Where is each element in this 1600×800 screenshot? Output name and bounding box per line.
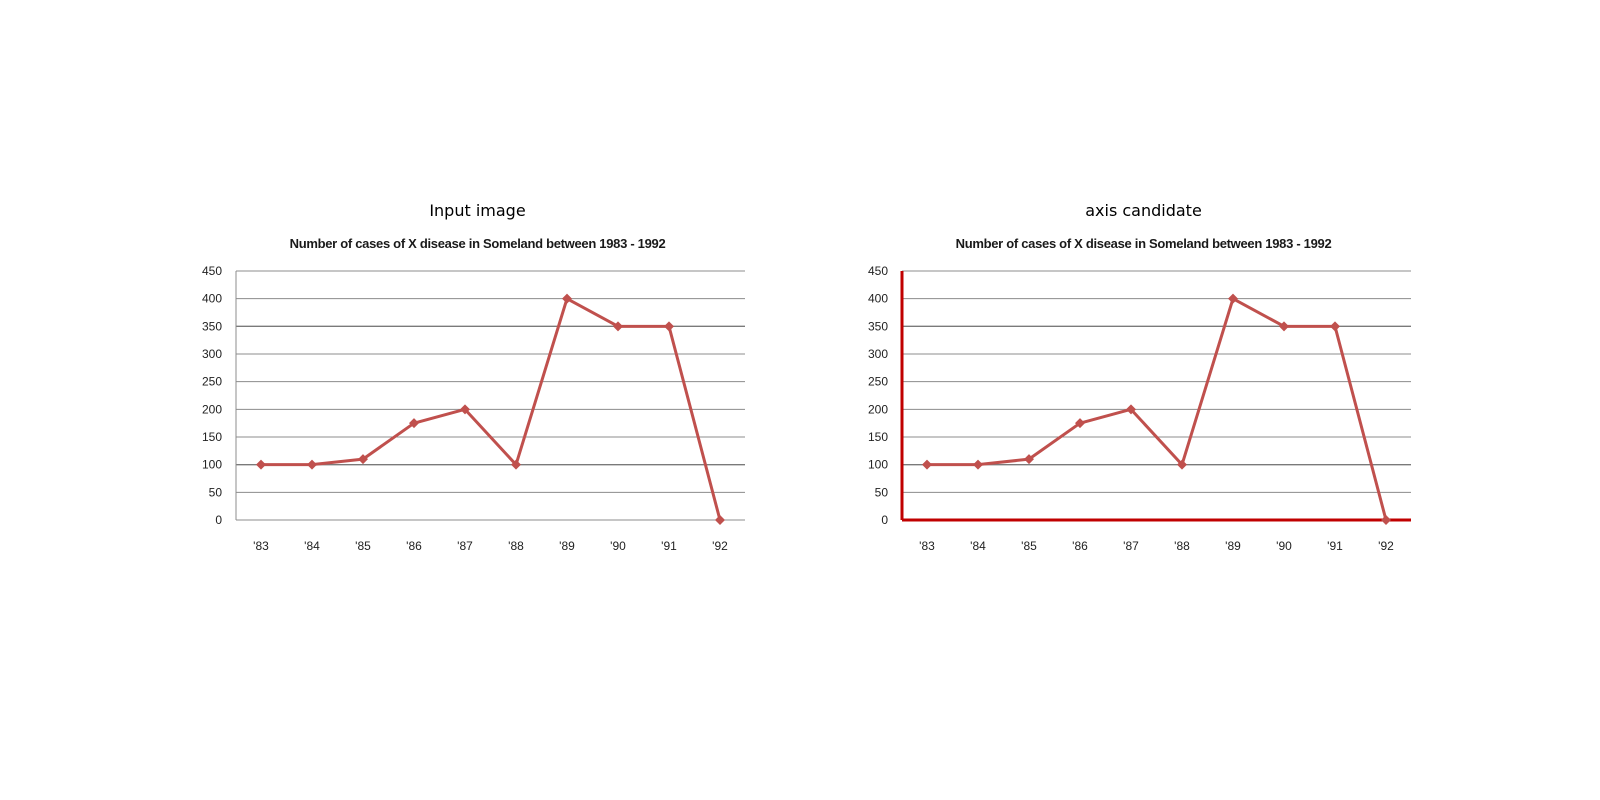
y-tick-label: 0 — [881, 513, 888, 527]
y-tick-label: 50 — [875, 485, 889, 499]
x-tick-label: '85 — [1021, 539, 1037, 553]
x-tick-label: '86 — [406, 539, 422, 553]
x-tick-label: '83 — [919, 539, 935, 553]
x-tick-label: '92 — [712, 539, 728, 553]
data-point-marker — [409, 418, 419, 429]
x-tick-label: '83 — [253, 539, 269, 553]
y-tick-label: 450 — [202, 264, 222, 278]
data-point-marker — [973, 459, 983, 470]
chart-panel-axis-candidate: axis candidate Number of cases of X dise… — [846, 195, 1466, 595]
line-chart: 0 50 100 150 200 250 300 350 400 450 '83 '84 '85 '86 '… — [868, 264, 1411, 553]
y-tick-label: 0 — [215, 513, 222, 527]
y-tick-label: 250 — [202, 375, 222, 389]
data-point-marker — [613, 321, 623, 332]
x-tick-label: '89 — [559, 539, 575, 553]
data-point-marker — [664, 321, 674, 332]
line-chart: 0 50 100 150 200 250 300 350 400 450 '83 '84 '85 '86 '… — [202, 264, 745, 553]
series-line — [927, 297, 1388, 521]
panel-heading: Input image — [429, 201, 526, 220]
x-tick-label: '86 — [1072, 539, 1088, 553]
x-tick-label: '89 — [1225, 539, 1241, 553]
data-point-marker — [1381, 515, 1391, 525]
data-point-marker — [1075, 418, 1085, 429]
data-point-marker — [922, 459, 932, 470]
y-tick-label: 400 — [868, 292, 888, 306]
y-tick-label: 300 — [868, 347, 888, 361]
x-tick-label: '88 — [508, 539, 524, 553]
y-tick-label: 400 — [202, 292, 222, 306]
chart-title: Number of cases of X disease in Someland… — [955, 236, 1332, 251]
data-point-marker — [1228, 293, 1238, 304]
data-point-marker — [1126, 404, 1136, 415]
y-tick-label: 250 — [868, 375, 888, 389]
x-tick-label: '92 — [1378, 539, 1394, 553]
x-tick-label: '84 — [304, 539, 320, 553]
y-tick-label: 200 — [868, 402, 888, 416]
panel-heading: axis candidate — [1085, 201, 1202, 220]
data-point-marker — [307, 459, 317, 470]
data-point-marker — [511, 459, 521, 470]
data-point-marker — [460, 404, 470, 415]
x-tick-label: '88 — [1174, 539, 1190, 553]
x-tick-label: '84 — [970, 539, 986, 553]
y-tick-label: 150 — [202, 430, 222, 444]
x-tick-label: '91 — [1327, 539, 1343, 553]
chart-title: Number of cases of X disease in Someland… — [289, 236, 666, 251]
data-point-marker — [1177, 459, 1187, 470]
y-tick-label: 150 — [868, 430, 888, 444]
y-tick-label: 450 — [868, 264, 888, 278]
y-tick-label: 100 — [868, 458, 888, 472]
y-tick-label: 350 — [868, 319, 888, 333]
y-tick-label: 200 — [202, 402, 222, 416]
y-tick-label: 350 — [202, 319, 222, 333]
data-point-marker — [256, 459, 266, 470]
series-line — [261, 297, 722, 521]
data-point-marker — [358, 454, 368, 465]
data-point-marker — [1279, 321, 1289, 332]
y-tick-label: 100 — [202, 458, 222, 472]
data-point-marker — [1024, 454, 1034, 465]
data-point-marker — [1330, 321, 1340, 332]
x-tick-label: '90 — [610, 539, 626, 553]
x-tick-label: '85 — [355, 539, 371, 553]
y-tick-label: 50 — [209, 485, 223, 499]
chart-panel-input: Input image Number of cases of X disease… — [180, 195, 800, 595]
x-tick-label: '90 — [1276, 539, 1292, 553]
x-tick-label: '87 — [457, 539, 473, 553]
x-tick-label: '91 — [661, 539, 677, 553]
x-tick-label: '87 — [1123, 539, 1139, 553]
data-point-marker — [715, 515, 725, 525]
data-point-marker — [562, 293, 572, 304]
y-tick-label: 300 — [202, 347, 222, 361]
